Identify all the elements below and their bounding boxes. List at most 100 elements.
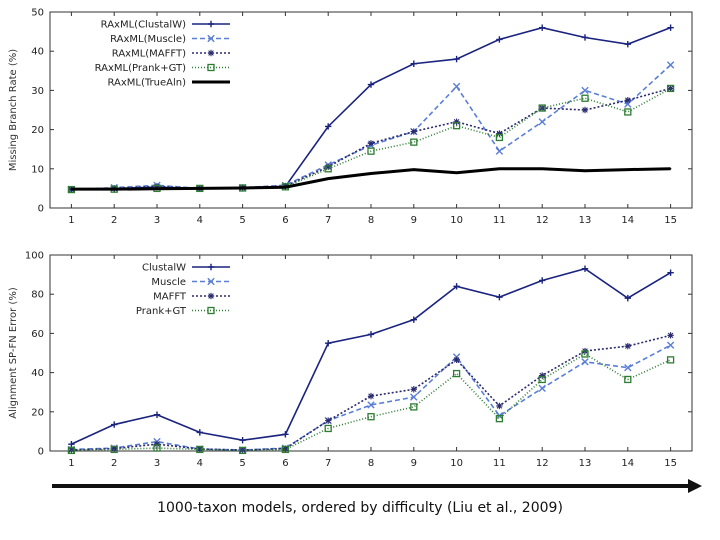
data-point xyxy=(410,386,417,393)
data-point xyxy=(282,431,289,438)
data-point xyxy=(581,265,589,272)
data-point xyxy=(367,413,375,421)
data-point xyxy=(327,177,330,180)
x-tick-label: 5 xyxy=(239,458,245,469)
y-tick-label: 20 xyxy=(31,407,44,418)
data-point xyxy=(453,283,460,290)
difficulty-arrow-head xyxy=(688,479,702,493)
x-tick-label: 2 xyxy=(111,458,117,469)
data-point xyxy=(539,24,546,31)
data-point xyxy=(284,186,287,189)
data-point xyxy=(538,118,546,126)
data-point xyxy=(624,342,631,350)
data-point xyxy=(624,375,632,384)
x-tick-label: 15 xyxy=(664,215,677,226)
data-point xyxy=(538,375,546,384)
y-tick-label: 10 xyxy=(31,164,44,175)
x-tick-label: 5 xyxy=(239,215,245,226)
data-point xyxy=(667,269,674,276)
x-tick-label: 1 xyxy=(68,215,74,226)
data-point xyxy=(581,350,589,358)
data-point xyxy=(496,130,503,137)
data-point xyxy=(496,402,503,410)
x-tick-label: 4 xyxy=(197,458,203,469)
data-point xyxy=(495,133,504,142)
data-point xyxy=(541,168,543,170)
data-point xyxy=(452,122,461,130)
data-point xyxy=(496,36,503,43)
difficulty-arrow xyxy=(52,479,702,493)
legend-label: ClustalW xyxy=(142,263,186,274)
legend-label: Prank+GT xyxy=(136,306,187,317)
y-tick-label: 30 xyxy=(31,86,44,97)
data-point xyxy=(370,172,372,175)
x-tick-label: 12 xyxy=(536,458,549,469)
series-line-muscle xyxy=(71,344,671,451)
data-point xyxy=(281,445,290,454)
data-point xyxy=(666,84,675,93)
x-tick-label: 1 xyxy=(68,458,74,469)
data-point xyxy=(452,369,461,378)
data-point xyxy=(624,294,631,302)
data-point xyxy=(410,138,418,146)
data-point xyxy=(452,82,461,91)
y-tick-label: 0 xyxy=(38,204,44,215)
data-point xyxy=(67,446,76,455)
y-tick-label: 50 xyxy=(31,8,44,19)
y-tick-label: 0 xyxy=(38,447,44,458)
y-tick-label: 20 xyxy=(31,125,44,136)
data-point xyxy=(325,163,332,171)
legend-marker xyxy=(207,277,215,286)
x-tick-label: 10 xyxy=(450,458,463,469)
data-point xyxy=(325,417,332,424)
data-point xyxy=(325,123,332,130)
x-tick-label: 9 xyxy=(411,458,417,469)
data-point xyxy=(624,108,632,116)
data-point xyxy=(367,392,375,400)
x-tick-label: 8 xyxy=(368,458,374,469)
legend-marker xyxy=(207,20,215,28)
figure-caption: 1000-taxon models, ordered by difficulty… xyxy=(157,500,563,516)
data-point xyxy=(410,393,418,401)
legend-marker xyxy=(207,263,215,271)
data-point xyxy=(324,424,332,433)
data-point xyxy=(196,445,203,453)
legend-label: RAxML(TrueAln) xyxy=(107,78,186,89)
legend-marker xyxy=(207,63,215,72)
x-tick-label: 12 xyxy=(536,215,549,226)
data-point xyxy=(325,340,332,347)
data-point xyxy=(111,421,118,428)
legend-label: RAxML(Prank+GT) xyxy=(95,63,187,74)
data-point xyxy=(667,24,674,31)
data-point xyxy=(453,356,460,364)
legend-label: Muscle xyxy=(151,277,186,288)
data-point xyxy=(539,277,546,284)
data-point xyxy=(241,187,244,189)
data-point xyxy=(70,188,73,190)
y-tick-label: 40 xyxy=(31,47,44,58)
data-point xyxy=(538,384,546,392)
x-tick-label: 13 xyxy=(579,458,592,469)
x-tick-label: 14 xyxy=(621,215,634,226)
data-point xyxy=(498,168,501,170)
data-point xyxy=(324,165,332,173)
data-point xyxy=(410,403,418,411)
data-point xyxy=(410,60,417,67)
legend-label: MAFFT xyxy=(153,292,187,303)
x-tick-label: 3 xyxy=(154,215,160,226)
data-point xyxy=(113,188,115,190)
data-point xyxy=(455,171,458,174)
x-tick-label: 6 xyxy=(282,215,288,226)
data-point xyxy=(624,40,631,48)
data-point xyxy=(410,128,417,135)
x-tick-label: 4 xyxy=(197,215,203,226)
series-clustalw xyxy=(68,265,674,448)
x-tick-label: 6 xyxy=(282,458,288,469)
data-point xyxy=(581,94,589,102)
legend-label: RAxML(Muscle) xyxy=(110,34,186,45)
data-point xyxy=(624,97,631,104)
data-point xyxy=(584,169,586,172)
